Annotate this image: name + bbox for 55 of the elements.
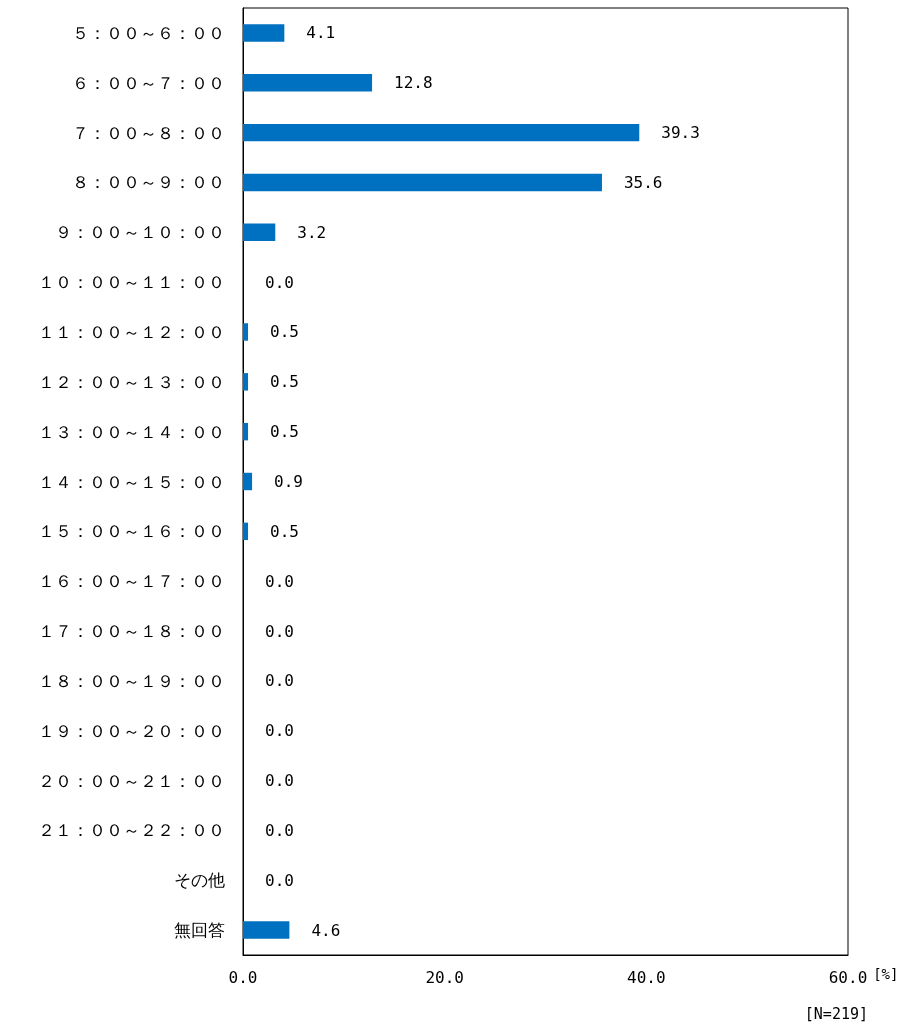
x-tick-label: 0.0 <box>228 967 258 987</box>
y-tick-label: ２０：００～２１：００ <box>38 770 225 791</box>
x-tick-label: 20.0 <box>425 967 464 987</box>
x-axis-title: [%] <box>873 966 899 982</box>
y-tick-label: ９：００～１０：００ <box>55 222 225 243</box>
data-label: 35.6 <box>623 172 663 192</box>
data-label: 0.0 <box>265 721 294 741</box>
y-tick-label: １２：００～１３：００ <box>38 371 225 392</box>
bar <box>243 24 285 42</box>
data-label: 12.8 <box>394 73 433 93</box>
data-label: 0.5 <box>270 372 299 392</box>
bar <box>243 74 373 92</box>
data-label: 0.0 <box>265 820 294 840</box>
text: [N=219] <box>804 1004 868 1023</box>
bar <box>243 472 253 491</box>
data-label: 0.5 <box>270 422 299 442</box>
data-label: 3.2 <box>297 222 327 242</box>
data-label: 39.3 <box>661 123 700 143</box>
y-tick-label: ２１：００～２２：００ <box>38 820 225 841</box>
data-label: 4.1 <box>306 23 336 43</box>
data-label: 0.0 <box>265 272 294 292</box>
bar <box>243 223 276 242</box>
bar <box>243 422 249 441</box>
y-tick-label: １５：００～１６：００ <box>38 521 225 542</box>
y-tick-label: ５：００～６：００ <box>72 22 225 43</box>
x-tick-label: 60.0 <box>828 967 868 987</box>
data-label: 0.0 <box>265 621 294 641</box>
bar <box>243 921 290 939</box>
y-tick-label: １７：００～１８：００ <box>38 621 225 642</box>
data-label: 0.0 <box>265 671 294 691</box>
y-tick-label: １６：００～１７：００ <box>38 571 225 592</box>
data-label: 0.5 <box>270 322 299 342</box>
y-tick-label: １３：００～１４：００ <box>38 421 225 442</box>
data-label: 0.0 <box>265 771 294 791</box>
y-tick-label: １０：００～１１：００ <box>38 272 225 293</box>
bar <box>243 373 249 391</box>
data-label: 4.6 <box>311 920 341 940</box>
bar <box>243 323 249 341</box>
y-tick-label: その他 <box>174 870 225 891</box>
data-label: 0.5 <box>270 521 299 541</box>
y-tick-label: 無回答 <box>174 920 225 941</box>
data-label: 0.9 <box>274 472 303 491</box>
y-tick-label: １８：００～１９：００ <box>38 670 225 691</box>
x-tick-label: 40.0 <box>627 967 666 987</box>
bar <box>243 522 249 541</box>
bar <box>243 173 602 192</box>
y-tick-label: ６：００～７：００ <box>72 72 225 93</box>
y-tick-label: １４：００～１５：００ <box>38 471 225 492</box>
y-tick-label: ８：００～９：００ <box>72 172 225 193</box>
data-label: 0.0 <box>265 870 294 890</box>
y-tick-label: ７：００～８：００ <box>72 122 225 143</box>
data-label: 0.0 <box>265 571 294 591</box>
bar <box>243 123 640 142</box>
y-tick-label: １１：００～１２：００ <box>38 321 225 342</box>
y-tick-label: １９：００～２０：００ <box>38 720 225 741</box>
